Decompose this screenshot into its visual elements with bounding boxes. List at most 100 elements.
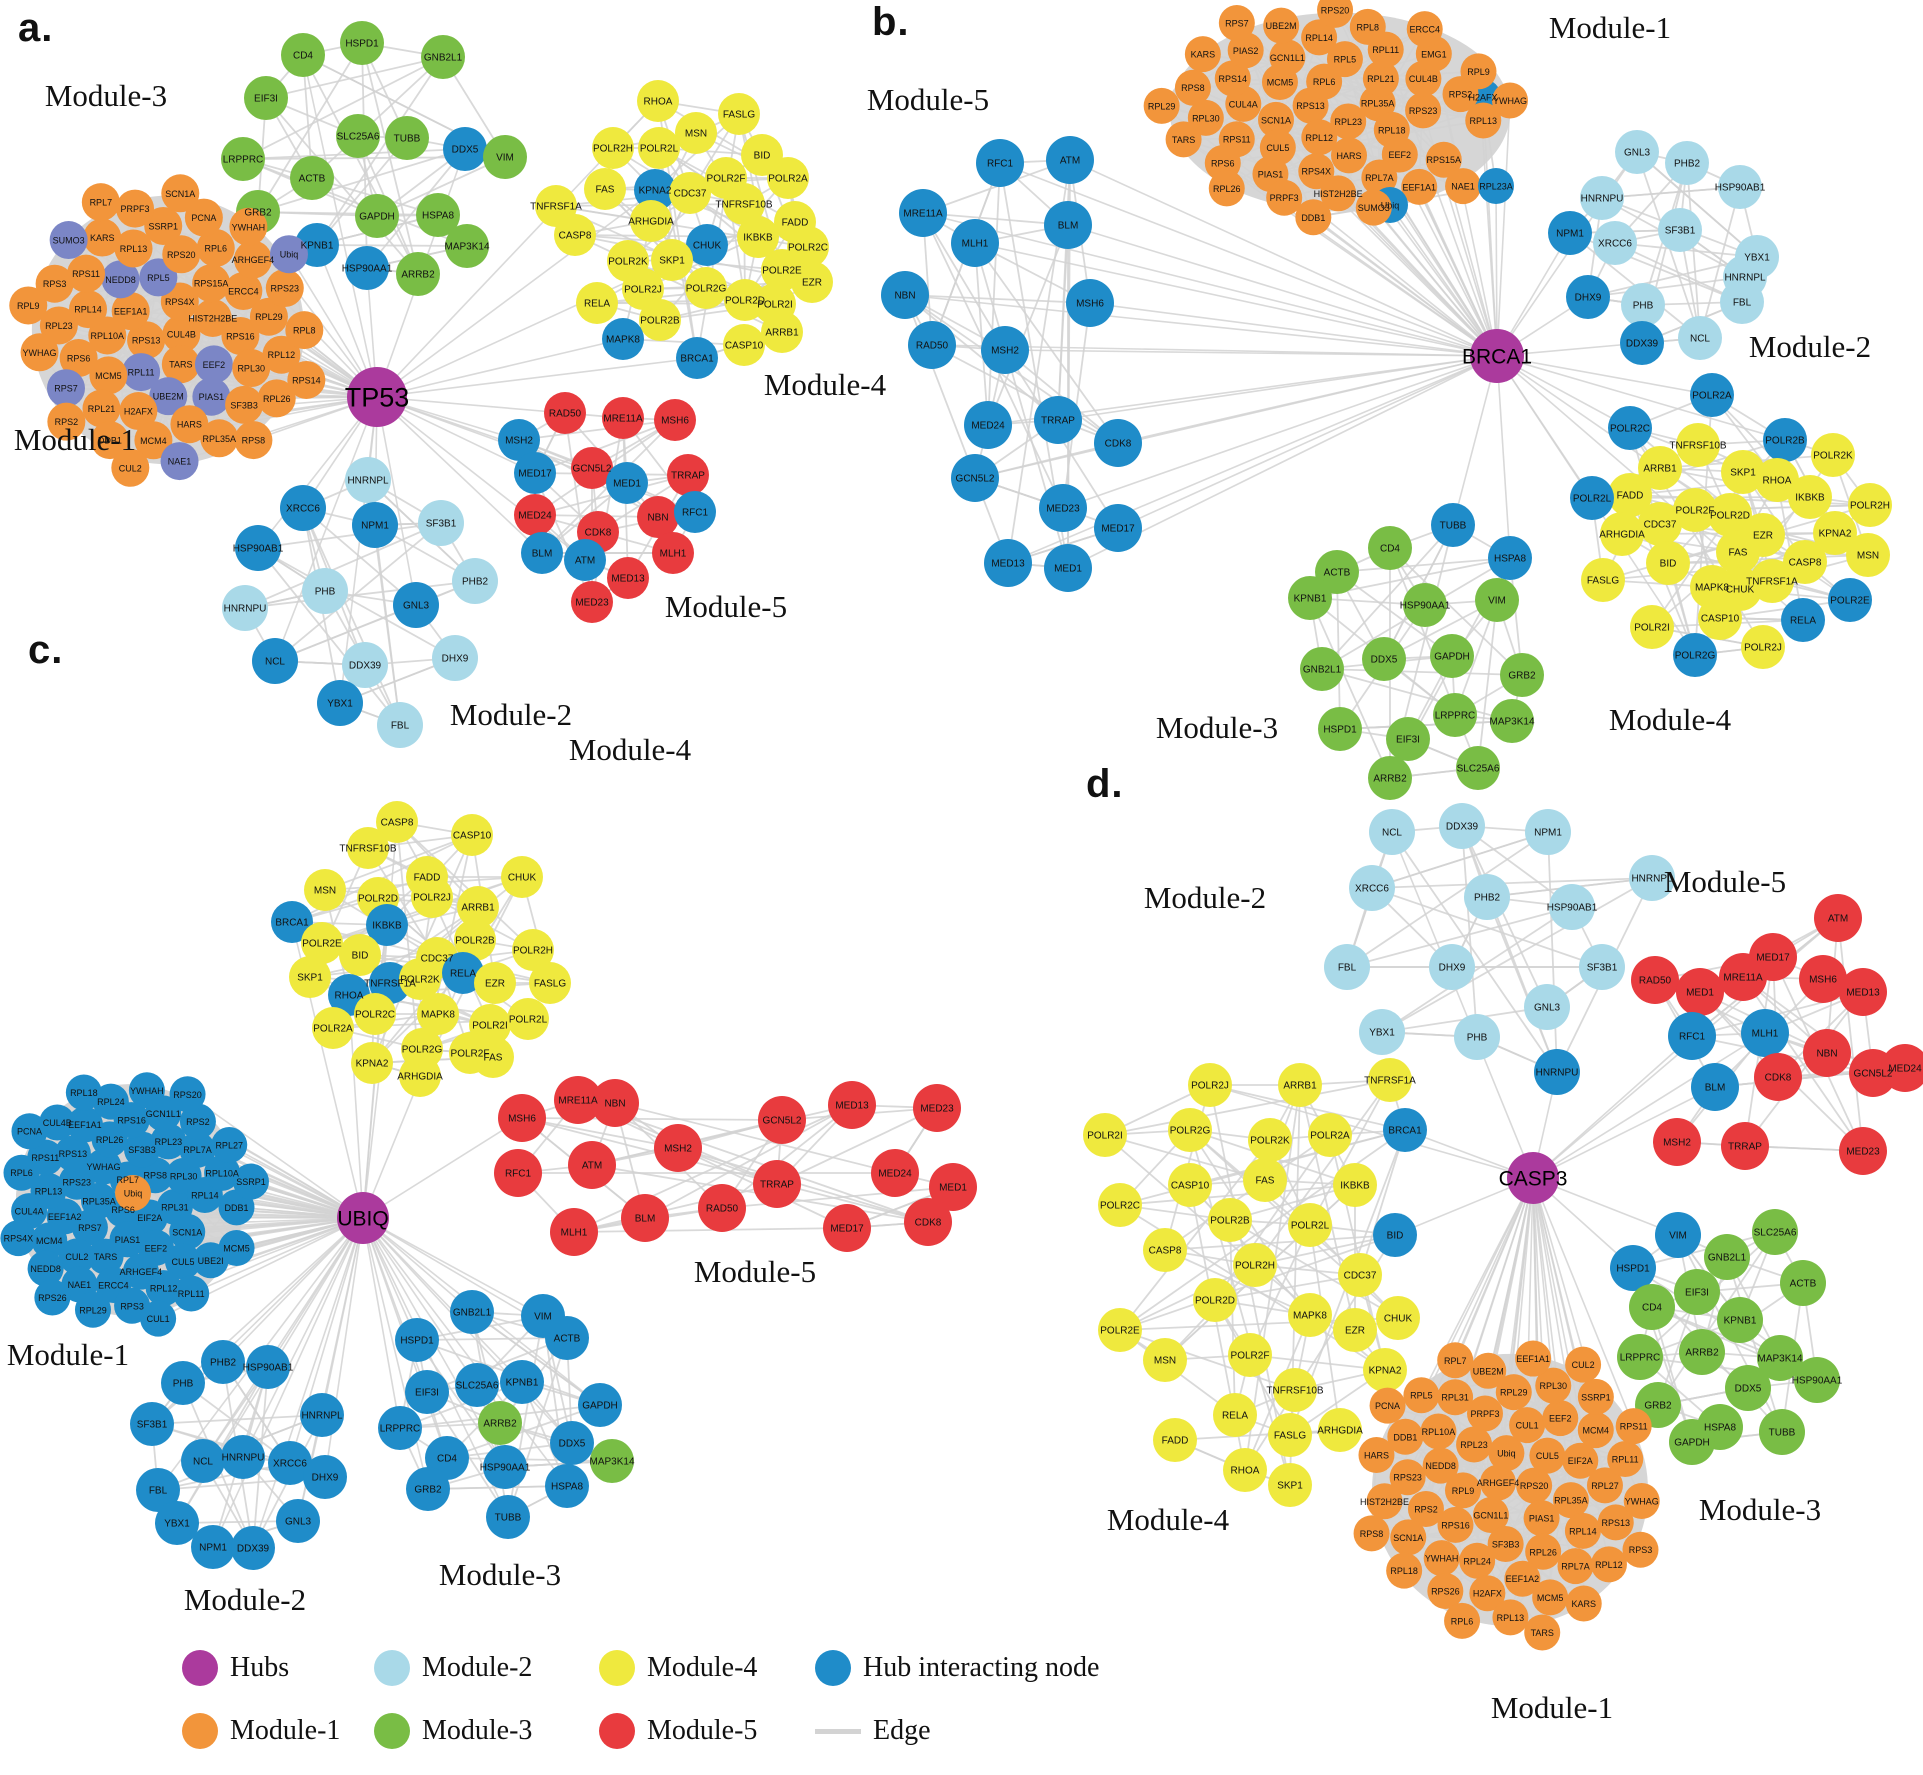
node-HSPA8[interactable] (545, 1464, 589, 1508)
node-RPS11[interactable] (67, 254, 106, 293)
node-CASP10[interactable] (723, 324, 765, 366)
node-RPL9[interactable] (1460, 53, 1497, 90)
node-GCN5L2[interactable] (951, 454, 999, 502)
node-CDK8[interactable] (904, 1198, 952, 1246)
node-RPS20[interactable] (162, 235, 201, 274)
node-RAD50[interactable] (908, 321, 956, 369)
node-Ubiq[interactable] (269, 235, 308, 274)
node-ARRB2[interactable] (396, 252, 440, 296)
node-ACTB[interactable] (290, 156, 334, 200)
node-EIF3I[interactable] (244, 76, 288, 120)
node-MLH1[interactable] (550, 1208, 598, 1256)
node-MED24[interactable] (1881, 1044, 1923, 1092)
node-HSPD1[interactable] (340, 21, 384, 65)
node-SUMO3[interactable] (1355, 189, 1392, 226)
node-RPS26[interactable] (1427, 1573, 1464, 1610)
node-HSP90AB1[interactable] (1718, 165, 1762, 209)
node-RPL29[interactable] (1143, 87, 1180, 124)
node-BRCA1[interactable] (1383, 1108, 1427, 1152)
node-FBL[interactable] (136, 1468, 180, 1512)
node-MRE11A[interactable] (602, 397, 644, 439)
node-EEF1A1[interactable] (66, 1106, 103, 1143)
node-HNRNPU[interactable] (1534, 1049, 1580, 1095)
node-POLR2J[interactable] (622, 268, 664, 310)
node-RPL11[interactable] (173, 1275, 210, 1312)
node-ATM[interactable] (1046, 136, 1094, 184)
node-FASLG[interactable] (718, 93, 760, 135)
node-DHX9[interactable] (432, 635, 478, 681)
node-SCN1A[interactable] (1258, 101, 1295, 138)
node-RPL7A[interactable] (179, 1131, 216, 1168)
node-HNRNPL[interactable] (345, 457, 391, 503)
node-POLR2F[interactable] (1673, 488, 1717, 532)
node-NEDD8[interactable] (101, 260, 140, 299)
node-MED24[interactable] (514, 494, 556, 536)
node-CDC37[interactable] (669, 172, 711, 214)
node-MSH6[interactable] (654, 399, 696, 441)
node-NCL[interactable] (252, 638, 298, 684)
node-RPS15A[interactable] (192, 264, 231, 303)
node-CUL5[interactable] (164, 1243, 201, 1280)
node-MED17[interactable] (514, 452, 556, 494)
node-PHB[interactable] (302, 568, 348, 614)
node-LRPPRC[interactable] (378, 1406, 422, 1450)
node-MED23[interactable] (1039, 484, 1087, 532)
node-GNB2L1[interactable] (1300, 647, 1344, 691)
node-MED1[interactable] (929, 1163, 977, 1211)
node-MAP3K14[interactable] (1490, 699, 1534, 743)
node-GNB2L1[interactable] (450, 1290, 494, 1334)
node-EEF2[interactable] (1381, 136, 1418, 173)
node-CASP8[interactable] (554, 214, 596, 256)
node-RPL30[interactable] (232, 349, 271, 388)
node-KARS[interactable] (83, 218, 122, 257)
node-FAS[interactable] (1243, 1158, 1287, 1202)
node-POLR2B[interactable] (639, 299, 681, 341)
node-POLR2H[interactable] (512, 929, 554, 971)
node-EIF3I[interactable] (1674, 1269, 1720, 1315)
node-RPL11[interactable] (122, 353, 161, 392)
node-RPL10A[interactable] (1420, 1413, 1457, 1450)
node-UBE2M[interactable] (1263, 7, 1300, 44)
node-SKP1[interactable] (1268, 1463, 1312, 1507)
node-RPS26[interactable] (34, 1279, 71, 1316)
node-TNFRSF10B[interactable] (723, 183, 765, 225)
node-FBL[interactable] (1720, 280, 1764, 324)
node-RFC1[interactable] (976, 139, 1024, 187)
node-FAS[interactable] (584, 168, 626, 210)
node-POLR2H[interactable] (1848, 483, 1892, 527)
node-POLR2B[interactable] (1763, 418, 1807, 462)
node-MSH6[interactable] (1799, 955, 1847, 1003)
node-POLR2C[interactable] (354, 993, 396, 1035)
node-RPL14[interactable] (1301, 19, 1338, 56)
node-NCL[interactable] (181, 1439, 225, 1483)
node-CUL2[interactable] (1565, 1346, 1602, 1383)
node-CDC37[interactable] (1638, 502, 1682, 546)
node-CUL1[interactable] (140, 1300, 177, 1337)
node-NAE1[interactable] (160, 442, 199, 481)
node-RFC1[interactable] (494, 1149, 542, 1197)
node-BLM[interactable] (521, 532, 563, 574)
node-ARRB1[interactable] (457, 886, 499, 928)
node-BLM[interactable] (1044, 201, 1092, 249)
node-DDX39[interactable] (1439, 803, 1485, 849)
node-HSPA8[interactable] (1488, 536, 1532, 580)
node-POLR2C[interactable] (1608, 406, 1652, 450)
node-BRCA1[interactable] (271, 901, 313, 943)
node-POLR2I[interactable] (1630, 605, 1674, 649)
node-TUBB[interactable] (1431, 503, 1475, 547)
node-MSH2[interactable] (498, 419, 540, 461)
node-ARRB2[interactable] (478, 1401, 522, 1445)
node-RPL26[interactable] (1208, 170, 1245, 207)
node-MED1[interactable] (1044, 544, 1092, 592)
node-MCM5[interactable] (89, 356, 128, 395)
node-YWHAG[interactable] (1623, 1482, 1660, 1519)
node-YBX1[interactable] (1359, 1009, 1405, 1055)
node-FADD[interactable] (1608, 473, 1652, 517)
node-FASLG[interactable] (529, 962, 571, 1004)
node-NPM1[interactable] (1525, 809, 1571, 855)
node-EEF1A1[interactable] (1515, 1340, 1552, 1377)
node-PCNA[interactable] (11, 1113, 48, 1150)
node-POLR2A[interactable] (767, 157, 809, 199)
node-GAPDH[interactable] (1669, 1419, 1715, 1465)
node-RPS16[interactable] (1437, 1506, 1474, 1543)
